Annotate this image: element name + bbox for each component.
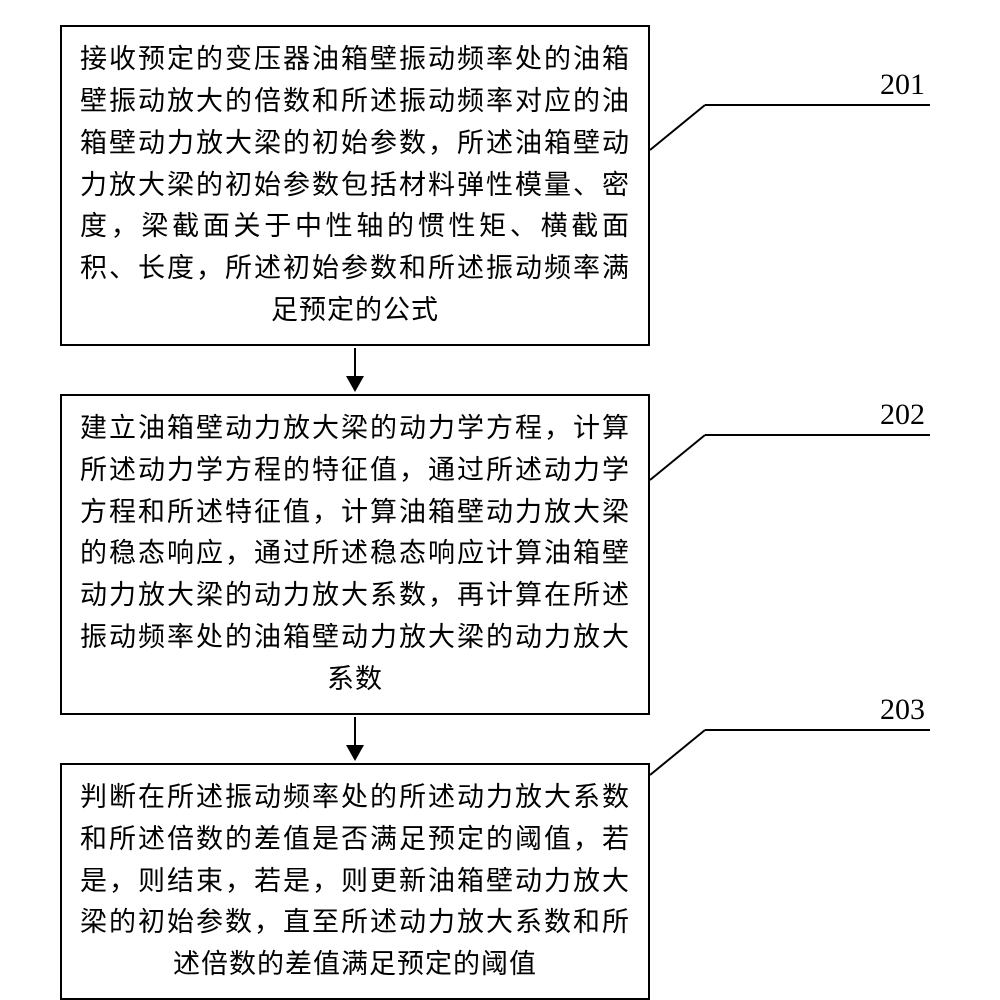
flow-box-2-text: 建立油箱壁动力放大梁的动力学方程，计算所述动力学方程的特征值，通过所述动力学方程… (80, 408, 630, 701)
flow-box-1: 接收预定的变压器油箱壁振动频率处的油箱壁振动放大的倍数和所述振动频率对应的油箱壁… (60, 25, 650, 346)
flow-box-2: 建立油箱壁动力放大梁的动力学方程，计算所述动力学方程的特征值，通过所述动力学方程… (60, 394, 650, 715)
label-203-group: 203 (650, 705, 950, 785)
flow-box-3: 判断在所述振动频率处的所述动力放大系数和所述倍数的差值是否满足预定的阈值，若是，… (60, 763, 650, 1000)
arrow-2 (60, 717, 650, 761)
arrow-down-icon (341, 348, 369, 392)
label-203: 203 (880, 693, 925, 727)
flowchart-container: 接收预定的变压器油箱壁振动频率处的油箱壁振动放大的倍数和所述振动频率对应的油箱壁… (60, 25, 940, 1000)
label-202: 202 (880, 398, 925, 432)
arrow-down-icon (341, 717, 369, 761)
label-201-group: 201 (650, 80, 950, 160)
label-202-group: 202 (650, 410, 950, 490)
arrow-1 (60, 348, 650, 392)
flow-box-1-text: 接收预定的变压器油箱壁振动频率处的油箱壁振动放大的倍数和所述振动频率对应的油箱壁… (80, 39, 630, 332)
label-201: 201 (880, 68, 925, 102)
flow-box-3-text: 判断在所述振动频率处的所述动力放大系数和所述倍数的差值是否满足预定的阈值，若是，… (80, 777, 630, 986)
